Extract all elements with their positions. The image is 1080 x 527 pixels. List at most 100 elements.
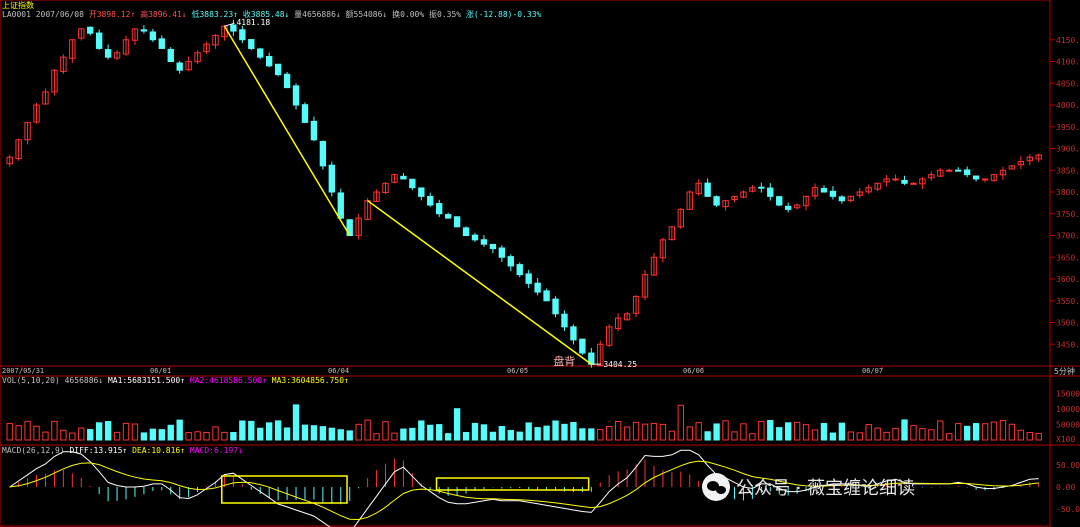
date-label: 06/01 (150, 367, 171, 375)
candle-down (328, 164, 336, 193)
candle-up (892, 178, 899, 181)
volume-bar-up (758, 420, 765, 441)
candle-up (623, 313, 631, 321)
volume-bar-up (194, 431, 201, 441)
volume-tick-label: 50000 (1056, 420, 1080, 429)
volume-bar-up (15, 425, 22, 441)
candle-up (883, 178, 890, 183)
volume-bar-down (498, 425, 506, 441)
volume-bar-up (793, 421, 801, 441)
volume-bar-up (185, 432, 192, 441)
volume-bar-down (95, 422, 103, 441)
candle-down (543, 290, 550, 302)
candle-down (525, 273, 532, 284)
candle-up (811, 187, 819, 197)
candle-down (274, 63, 282, 76)
volume-bar-down (561, 423, 568, 441)
volume-bar-up (632, 421, 640, 441)
high-label: 4181.18 (236, 18, 270, 27)
volume-bar-down (266, 422, 273, 441)
price-tick-label: 3550.0 (1056, 297, 1080, 306)
volume-bar-up (212, 426, 219, 441)
high-value: 高3896.41↓ (140, 10, 187, 19)
candle-up (1017, 161, 1025, 166)
volume-bar-up (623, 426, 631, 441)
candle-down (972, 175, 980, 180)
volume-bar-up (364, 419, 371, 441)
volume-bar-up (355, 423, 362, 441)
volume-bar-up (641, 423, 649, 441)
volume-bar-down (489, 431, 497, 441)
candle-down (901, 179, 908, 184)
volume-bar-down (310, 425, 318, 441)
volume-bar-up (69, 432, 76, 441)
candle-up (355, 217, 362, 236)
trend-line (367, 200, 592, 365)
volume-bar-down (480, 424, 488, 441)
volume-bar-up (373, 433, 380, 441)
volume-bar-down (543, 425, 550, 441)
volume-bar-up (865, 424, 872, 441)
watermark-text: 公众号 · 薇宝缠论细读 (736, 478, 916, 499)
candle-down (785, 205, 792, 210)
volume-bar-down (471, 422, 479, 441)
volume-bar-up (686, 426, 693, 441)
high-pointer (224, 22, 235, 27)
candle-down (266, 56, 273, 67)
volume-bar-up (221, 431, 228, 441)
volume-bar-down (713, 423, 720, 441)
divergence-box-1 (221, 475, 348, 504)
candle-up (668, 226, 676, 241)
volume-bar-down (829, 432, 837, 441)
turnover-value: 换0.00% (392, 10, 425, 19)
volume-bar-down (570, 422, 577, 441)
volume-bar-up (51, 420, 58, 441)
volume-bar-down (409, 427, 416, 441)
candle-down (453, 216, 461, 228)
close-value: 收3885.48↓ (242, 10, 290, 19)
candle-down (337, 192, 344, 219)
price-tick-label: 3500.0 (1056, 319, 1080, 328)
volume-bar-up (937, 420, 944, 441)
candle-up (802, 195, 810, 207)
volume-bar-down (704, 431, 711, 441)
volume-bar-down (838, 422, 846, 441)
volume-value: 量4656886↓ (294, 10, 341, 19)
volume-bar-up (740, 423, 747, 441)
candle-down (292, 85, 300, 106)
date: 2007/06/08 (35, 10, 84, 19)
volume-bar-up (203, 432, 210, 441)
watermark: 公众号 · 薇宝缠论细读 (702, 473, 915, 501)
macd-diff-label: DIFF:13.915↑ (69, 446, 128, 455)
volume-bar-up (722, 420, 729, 441)
candle-down (301, 104, 309, 123)
volume-unit-label: X100 (1056, 435, 1075, 444)
candle-up (999, 169, 1007, 176)
candle-up (194, 52, 201, 63)
wechat-icon (702, 473, 730, 501)
volume-bar-up (856, 432, 863, 441)
volume-bar-up (695, 422, 702, 441)
period-label: 5分钟 (1054, 366, 1075, 376)
volume-bar-up (1035, 432, 1042, 441)
candle-down (480, 239, 488, 245)
volume-bar-up (382, 421, 389, 441)
volume-bar-down (346, 430, 353, 441)
candle-down (230, 24, 237, 32)
candle-down (955, 169, 962, 172)
price-tick-label: 4150.0 (1056, 36, 1080, 45)
candle-up (122, 39, 130, 55)
candle-up (946, 169, 953, 172)
candle-up (847, 195, 855, 201)
trend-line (223, 25, 351, 236)
amount-value: 额554086↓ (345, 10, 388, 19)
volume-bar-down (176, 419, 183, 441)
macd-tick-label: 50.00 (1056, 461, 1080, 470)
volume-bar-down (167, 424, 174, 441)
volume-bar-down (444, 433, 452, 441)
macd-tick-label: -50.00 (1056, 505, 1080, 514)
volume-bar-down (87, 429, 94, 441)
candle-up (981, 178, 989, 181)
candle-down (561, 313, 568, 328)
